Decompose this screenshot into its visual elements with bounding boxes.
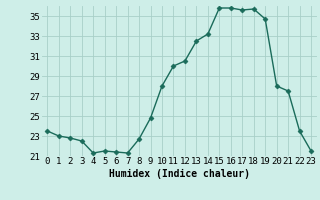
X-axis label: Humidex (Indice chaleur): Humidex (Indice chaleur) — [109, 169, 250, 179]
